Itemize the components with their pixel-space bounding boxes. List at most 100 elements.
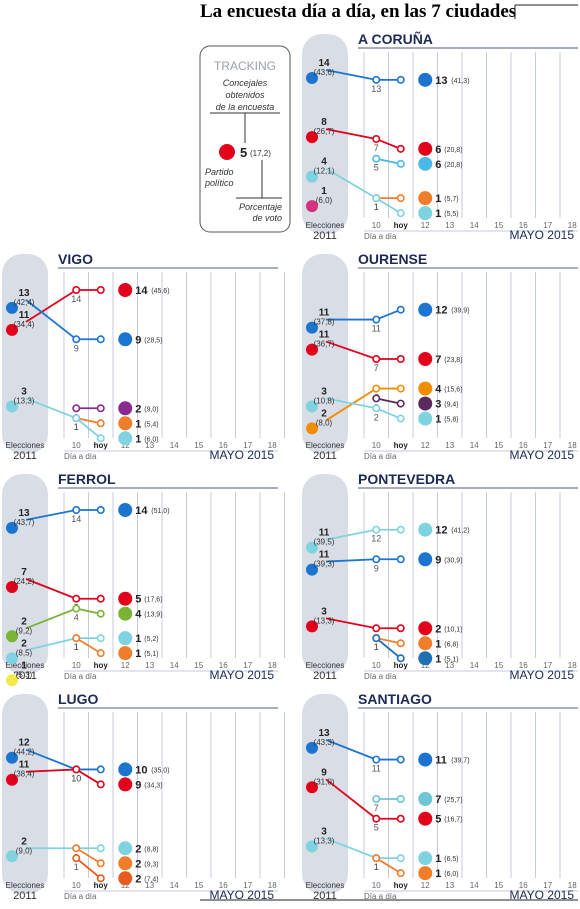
legend-party-dot bbox=[219, 144, 235, 160]
initial-pct: (43,6) bbox=[314, 68, 335, 77]
day-tick: 18 bbox=[268, 441, 277, 450]
point-hoy bbox=[96, 765, 105, 774]
point-hoy bbox=[96, 609, 105, 618]
legend-pct-line: de voto bbox=[252, 213, 282, 223]
initial-seats: 3 bbox=[321, 826, 327, 837]
elecciones-year: 2011 bbox=[13, 890, 37, 902]
point-day10 bbox=[372, 194, 381, 203]
day-tick: 13 bbox=[145, 881, 154, 890]
elecciones-year: 2011 bbox=[13, 450, 37, 462]
point-hoy bbox=[396, 639, 405, 648]
dia-label: Día a día bbox=[64, 892, 97, 901]
initial-pct: (42,4) bbox=[14, 298, 35, 307]
final-pct: (15,6) bbox=[444, 387, 462, 394]
initial-pct: (43,7) bbox=[14, 518, 35, 527]
day-tick: 10 bbox=[372, 221, 381, 230]
point-hoy bbox=[96, 404, 105, 413]
panel-title: A CORUÑA bbox=[358, 30, 433, 47]
point-day10 bbox=[72, 634, 81, 643]
series-pp: 14(43,6) 13 13 (41,3) bbox=[306, 58, 470, 94]
day-tick: 10 bbox=[372, 661, 381, 670]
point-day10 bbox=[372, 634, 381, 643]
point-hoy bbox=[396, 525, 405, 534]
day10-seats: 7 bbox=[374, 363, 379, 373]
final-seats: 1 bbox=[135, 418, 141, 430]
series-bng: 2(9,0)22(8,8) bbox=[6, 836, 159, 863]
elecciones-band bbox=[2, 694, 48, 894]
final-seats: 9 bbox=[135, 779, 141, 791]
elecciones-year: 2011 bbox=[313, 890, 337, 902]
final-pct: (5,7) bbox=[444, 196, 458, 203]
legend-pct-line: Porcentaje bbox=[239, 202, 282, 212]
day10-seats: 1 bbox=[74, 862, 79, 872]
day-tick: 14 bbox=[470, 661, 479, 670]
party-logo-initial bbox=[6, 652, 18, 665]
party-logo-initial bbox=[306, 781, 318, 794]
point-hoy bbox=[396, 305, 405, 314]
series-marea-de-vigo: 22(9,0) bbox=[72, 401, 159, 422]
party-logo-initial bbox=[6, 773, 18, 786]
day-tick: 18 bbox=[568, 661, 577, 670]
day-tick: 17 bbox=[543, 221, 552, 230]
day-tick: hoy bbox=[394, 221, 409, 230]
day-tick: 15 bbox=[494, 441, 503, 450]
point-day10 bbox=[372, 555, 381, 564]
initial-pct: (9,2) bbox=[16, 626, 33, 635]
day-tick: 14 bbox=[170, 661, 179, 670]
party-logo-final bbox=[418, 396, 433, 411]
party-logo-initial bbox=[6, 400, 18, 413]
elecciones-band bbox=[302, 34, 348, 234]
month-label: MAYO 2015 bbox=[510, 668, 575, 682]
day-tick: 13 bbox=[145, 441, 154, 450]
point-hoy bbox=[96, 285, 105, 294]
day-tick: 16 bbox=[219, 881, 228, 890]
final-pct: (13,9) bbox=[144, 612, 162, 619]
day-tick: 12 bbox=[421, 441, 430, 450]
party-logo-final bbox=[418, 381, 433, 396]
party-logo-initial bbox=[306, 72, 318, 84]
day-tick: 17 bbox=[543, 441, 552, 450]
dia-label: Día a día bbox=[364, 232, 397, 241]
final-seats: 12 bbox=[435, 525, 447, 537]
elecciones-year: 2011 bbox=[313, 670, 337, 682]
dia-label: Día a día bbox=[364, 892, 397, 901]
final-pct: (25,7) bbox=[444, 797, 462, 804]
panel-title: VIGO bbox=[58, 251, 93, 267]
series-bng: 11(39,5) 12 12 (41,2) bbox=[306, 522, 470, 554]
party-logo-final bbox=[418, 866, 433, 881]
final-seats: 1 bbox=[135, 648, 141, 660]
point-day10 bbox=[72, 765, 81, 774]
point-day10 bbox=[372, 315, 381, 324]
final-pct: (8,8) bbox=[144, 846, 158, 853]
initial-pct: (44,2) bbox=[14, 748, 35, 757]
day-tick: 10 bbox=[72, 441, 81, 450]
initial-seats: 11 bbox=[19, 310, 30, 321]
point-day10 bbox=[372, 384, 381, 393]
initial-seats: 9 bbox=[321, 767, 327, 778]
final-pct: (6,5) bbox=[444, 856, 458, 863]
series-line bbox=[75, 857, 102, 879]
final-seats: 1 bbox=[435, 414, 441, 426]
point-hoy bbox=[396, 654, 405, 663]
day10-seats: 14 bbox=[71, 294, 81, 304]
final-pct: (28,5) bbox=[144, 337, 162, 344]
final-pct: (5,4) bbox=[144, 421, 158, 428]
day-tick: 18 bbox=[568, 441, 577, 450]
point-hoy bbox=[396, 75, 405, 84]
day-tick: 16 bbox=[519, 441, 528, 450]
day10-seats: 1 bbox=[74, 642, 79, 652]
initial-seats: 2 bbox=[21, 616, 27, 627]
point-day10 bbox=[372, 75, 381, 84]
party-logo-final bbox=[118, 631, 133, 646]
day-tick: 13 bbox=[445, 881, 454, 890]
point-day10 bbox=[72, 854, 81, 863]
initial-pct: (36,7) bbox=[314, 340, 335, 349]
elecciones-band bbox=[302, 694, 348, 894]
day-tick: 14 bbox=[170, 441, 179, 450]
day-tick: 10 bbox=[72, 881, 81, 890]
party-logo-final bbox=[118, 503, 133, 517]
day-tick: hoy bbox=[394, 661, 409, 670]
